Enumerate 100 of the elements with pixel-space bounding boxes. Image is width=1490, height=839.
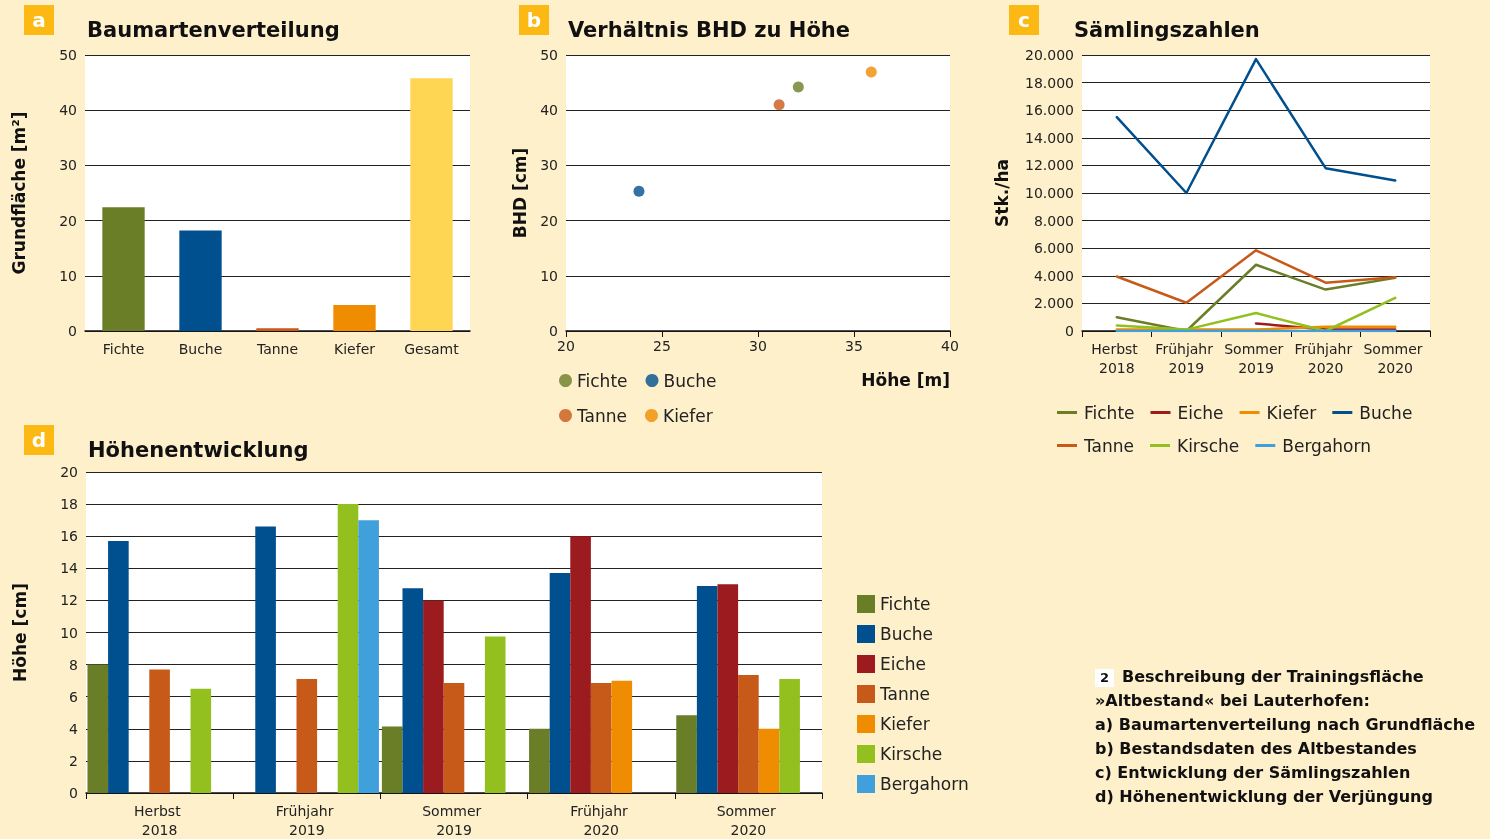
y-tick-label: 20.000	[1025, 47, 1074, 63]
y-tick-label: 0	[549, 323, 558, 339]
y-tick-label: 18	[60, 496, 78, 513]
line-series	[1115, 296, 1397, 333]
legend-label: Eiche	[880, 654, 927, 674]
bar	[87, 664, 109, 793]
y-tick-label: 4	[69, 720, 79, 737]
point	[865, 66, 877, 78]
point	[792, 81, 804, 93]
text: d	[31, 428, 47, 452]
legend-label: Buche	[880, 624, 934, 644]
legend-label: Buche	[1359, 402, 1413, 423]
y-tick-label: 20	[540, 212, 558, 229]
legend-label: Fichte	[880, 594, 931, 614]
y-tick-label: 6	[69, 688, 79, 705]
text: b) Bestandsdaten des Altbestandes	[1095, 738, 1418, 760]
text: »Altbestand« bei Lauterhofen:	[1095, 690, 1371, 712]
text: 2	[1095, 669, 1115, 687]
x-tick-label: Frühjahr 2019	[275, 802, 338, 838]
chart-title: Baumartenverteilung	[87, 17, 340, 42]
y-tick-label: 10	[540, 267, 558, 284]
bar	[410, 78, 453, 331]
x-tick-label: Herbst 2018	[1091, 340, 1143, 376]
y-tick-label: 10	[59, 267, 77, 284]
x-tick-label: Buche	[178, 340, 223, 357]
y-axis-title: Stk./ha	[991, 159, 1012, 227]
x-tick-label: Sommer 2019	[1224, 340, 1288, 376]
y-tick-label: 20	[59, 212, 77, 229]
y-tick-label: 40	[540, 102, 558, 119]
bar	[149, 669, 170, 793]
y-tick-label: 0	[69, 785, 78, 801]
y-axis-title: Grundfläche [m²]	[8, 111, 29, 275]
text: a	[32, 8, 46, 32]
y-tick-label: 12.000	[1025, 157, 1074, 174]
bar	[190, 688, 212, 793]
legend-label: Tanne	[1083, 435, 1134, 456]
bar	[529, 728, 550, 793]
bar	[381, 726, 403, 793]
bar	[717, 584, 739, 793]
y-tick-label: 30	[540, 157, 558, 174]
y-tick-label: 16	[60, 528, 79, 545]
bar	[590, 683, 612, 793]
legend-label: Bergahorn	[1282, 435, 1371, 456]
bar	[337, 504, 359, 793]
legend-label: Bergahorn	[880, 774, 969, 794]
text: a) Baumartenverteilung nach Grundfläche	[1095, 714, 1477, 736]
point	[773, 99, 785, 111]
x-tick-label: Tanne	[255, 340, 299, 357]
x-tick-label: Sommer 2020	[1363, 340, 1427, 376]
y-tick-label: 8	[69, 656, 78, 673]
legend-label: Tanne	[576, 405, 627, 426]
y-axis-title: BHD [cm]	[509, 147, 530, 239]
x-tick-label: Frühjahr 2019	[1155, 340, 1218, 376]
x-tick-label: Frühjahr 2020	[1294, 340, 1357, 376]
legend-label: Fichte	[577, 370, 628, 391]
bar	[443, 683, 465, 793]
y-tick-label: 20	[60, 464, 78, 480]
legend-label: Kiefer	[663, 405, 713, 426]
y-tick-label: 50	[59, 47, 77, 63]
bar	[484, 636, 506, 793]
bar	[570, 536, 591, 793]
y-tick-label: 10	[60, 624, 78, 641]
x-tick-label: 40	[941, 338, 959, 354]
bar	[179, 230, 222, 331]
y-tick-label: 10.000	[1025, 185, 1074, 201]
bar	[738, 675, 759, 793]
y-tick-label: 0	[68, 323, 77, 339]
bar	[358, 520, 379, 793]
chart-title: Höhenentwicklung	[88, 437, 309, 462]
legend-label: Tanne	[879, 684, 930, 704]
bar	[423, 600, 444, 793]
legend-label: Kiefer	[1266, 402, 1317, 423]
y-tick-label: 6.000	[1033, 240, 1074, 257]
x-tick-label: Sommer 2020	[716, 802, 781, 838]
y-tick-label: 50	[540, 47, 558, 63]
bar	[779, 679, 800, 793]
bar	[549, 573, 571, 793]
text: Beschreibung der Trainingsfläche	[1122, 667, 1424, 686]
x-tick-label: 20	[557, 338, 575, 354]
y-tick-label: 14	[60, 560, 79, 577]
y-tick-label: 2.000	[1033, 295, 1074, 312]
x-tick-label: Frühjahr 2020	[570, 802, 633, 838]
legend-label: Eiche	[1177, 402, 1224, 423]
text: b	[526, 8, 542, 32]
x-tick-label: 25	[653, 338, 671, 354]
bar	[611, 680, 633, 793]
bar	[108, 541, 129, 793]
y-tick-label: 14.000	[1025, 129, 1074, 146]
bar	[296, 679, 318, 793]
legend-label: Buche	[663, 370, 717, 391]
bar	[333, 305, 376, 331]
line-series	[1115, 249, 1397, 304]
bar	[402, 588, 424, 793]
chart-title: Verhältnis BHD zu Höhe	[568, 17, 851, 42]
bar	[758, 728, 780, 793]
y-tick-label: 18.000	[1025, 74, 1074, 91]
y-tick-label: 4.000	[1033, 267, 1074, 284]
point	[633, 185, 645, 197]
y-tick-label: 16.000	[1025, 102, 1074, 119]
legend-label: Kirsche	[880, 744, 943, 764]
